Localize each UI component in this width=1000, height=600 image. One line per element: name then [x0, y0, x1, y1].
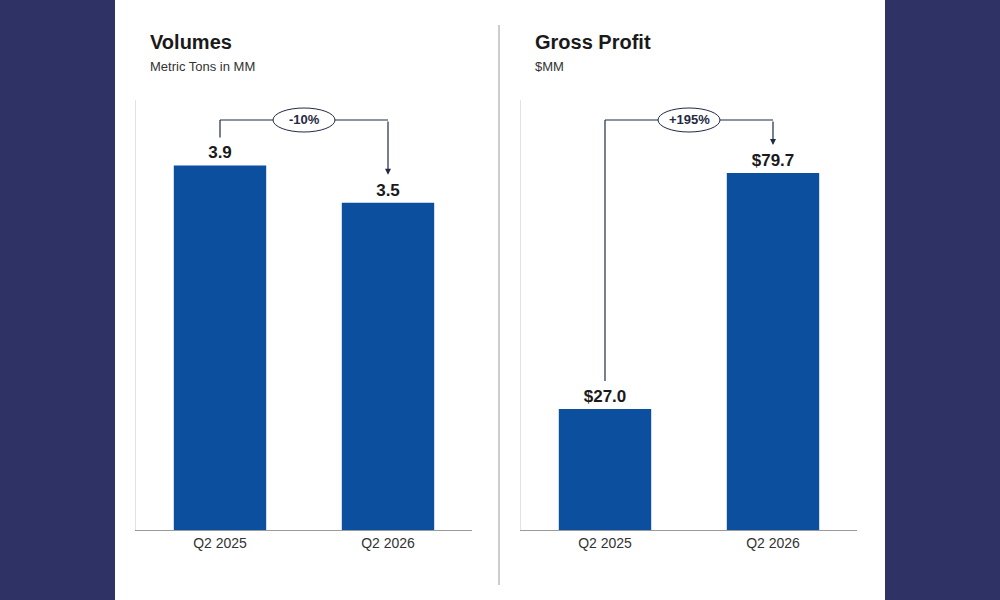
svg-text:$27.0: $27.0	[584, 387, 627, 406]
svg-text:Volumes: Volumes	[150, 31, 232, 53]
svg-text:Gross Profit: Gross Profit	[535, 31, 651, 53]
svg-text:Q2 2026: Q2 2026	[746, 535, 800, 551]
svg-text:Metric Tons in MM: Metric Tons in MM	[150, 59, 255, 74]
svg-text:$MM: $MM	[535, 59, 564, 74]
svg-text:3.5: 3.5	[376, 181, 400, 200]
svg-text:3.9: 3.9	[208, 143, 232, 162]
svg-text:-10%: -10%	[289, 112, 320, 127]
svg-text:+195%: +195%	[669, 112, 710, 127]
svg-text:Q2 2025: Q2 2025	[578, 535, 632, 551]
svg-text:Q2 2025: Q2 2025	[193, 535, 247, 551]
svg-text:$79.7: $79.7	[752, 151, 795, 170]
svg-text:Q2 2026: Q2 2026	[361, 535, 415, 551]
